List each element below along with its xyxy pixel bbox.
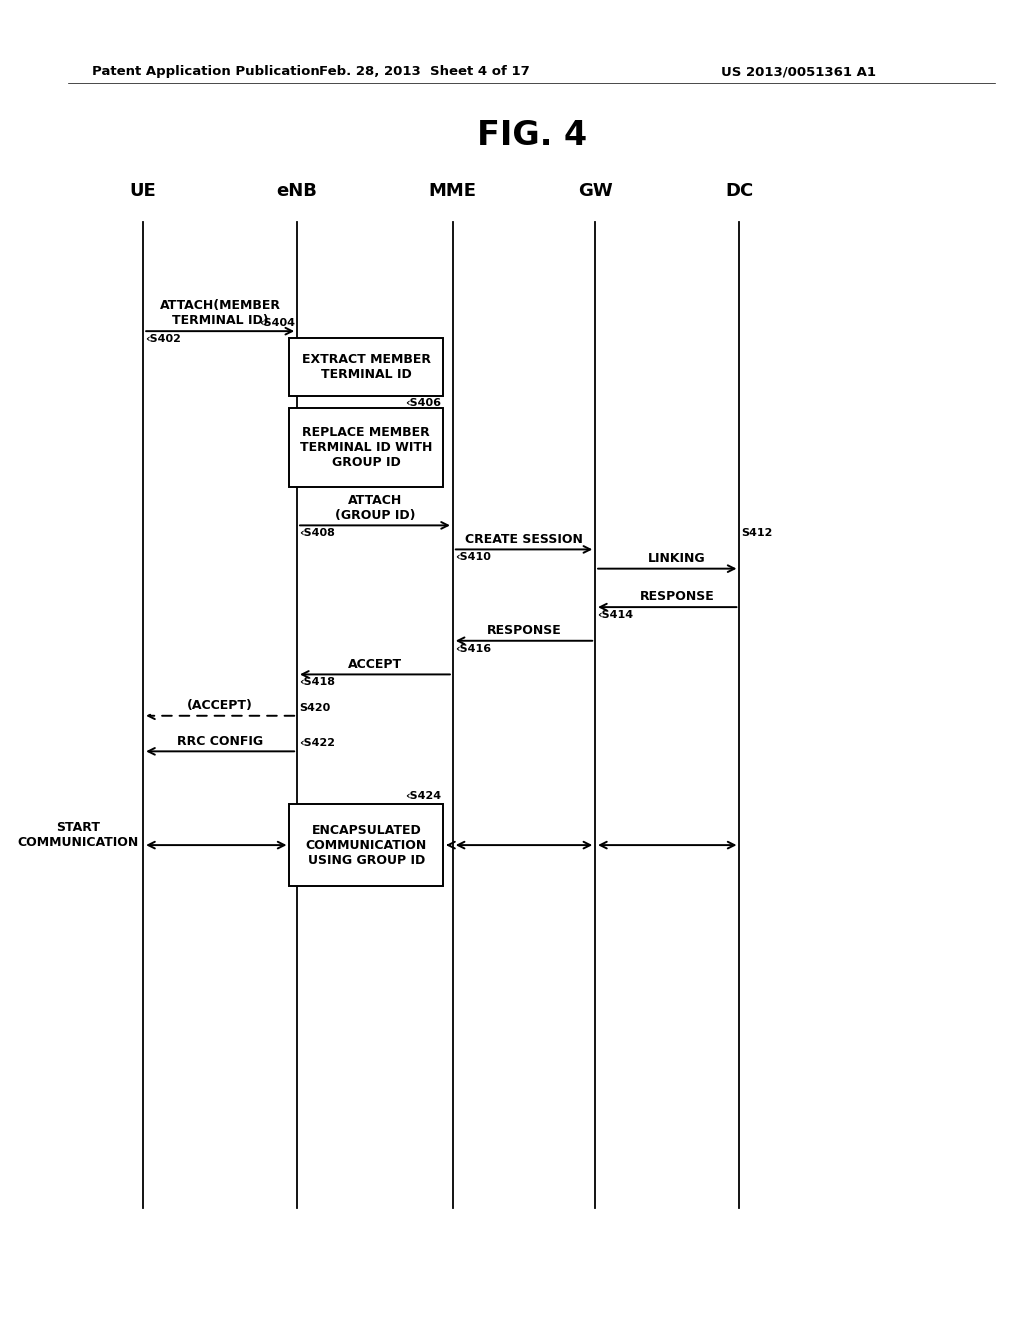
Text: LINKING: LINKING xyxy=(648,552,706,565)
Text: RESPONSE: RESPONSE xyxy=(486,624,561,638)
Text: UE: UE xyxy=(130,182,157,201)
Text: DC: DC xyxy=(725,182,754,201)
Text: RESPONSE: RESPONSE xyxy=(640,590,715,603)
Text: Feb. 28, 2013  Sheet 4 of 17: Feb. 28, 2013 Sheet 4 of 17 xyxy=(318,65,529,78)
Bar xyxy=(290,804,443,886)
Text: FIG. 4: FIG. 4 xyxy=(476,119,587,152)
Text: ‹S406: ‹S406 xyxy=(406,399,441,408)
Text: ‹S402: ‹S402 xyxy=(145,334,181,345)
Text: CREATE SESSION: CREATE SESSION xyxy=(465,532,583,545)
Text: ATTACH(MEMBER
TERMINAL ID): ATTACH(MEMBER TERMINAL ID) xyxy=(160,300,281,327)
Text: ‹S424: ‹S424 xyxy=(406,792,441,801)
Text: GW: GW xyxy=(578,182,612,201)
Text: ‹S408: ‹S408 xyxy=(299,528,335,539)
Text: ‹S410: ‹S410 xyxy=(455,552,490,562)
Text: S420: S420 xyxy=(299,702,331,713)
Text: ‹S404: ‹S404 xyxy=(259,318,295,329)
Text: MME: MME xyxy=(429,182,477,201)
Text: Patent Application Publication: Patent Application Publication xyxy=(92,65,321,78)
Bar xyxy=(290,338,443,396)
Text: EXTRACT MEMBER
TERMINAL ID: EXTRACT MEMBER TERMINAL ID xyxy=(302,352,431,380)
Text: ‹S418: ‹S418 xyxy=(299,677,335,688)
Text: START
COMMUNICATION: START COMMUNICATION xyxy=(17,821,138,850)
Text: ‹S422: ‹S422 xyxy=(299,738,335,748)
Text: ENCAPSULATED
COMMUNICATION
USING GROUP ID: ENCAPSULATED COMMUNICATION USING GROUP I… xyxy=(306,824,427,867)
Text: (ACCEPT): (ACCEPT) xyxy=(187,698,253,711)
Text: S412: S412 xyxy=(741,528,773,539)
Bar xyxy=(290,408,443,487)
Text: eNB: eNB xyxy=(276,182,317,201)
Text: ‹S414: ‹S414 xyxy=(597,610,633,620)
Text: US 2013/0051361 A1: US 2013/0051361 A1 xyxy=(721,65,876,78)
Text: ATTACH
(GROUP ID): ATTACH (GROUP ID) xyxy=(335,494,415,521)
Text: RRC CONFIG: RRC CONFIG xyxy=(177,734,263,747)
Text: REPLACE MEMBER
TERMINAL ID WITH
GROUP ID: REPLACE MEMBER TERMINAL ID WITH GROUP ID xyxy=(300,426,432,469)
Text: ‹S416: ‹S416 xyxy=(455,644,490,653)
Text: ACCEPT: ACCEPT xyxy=(348,657,402,671)
